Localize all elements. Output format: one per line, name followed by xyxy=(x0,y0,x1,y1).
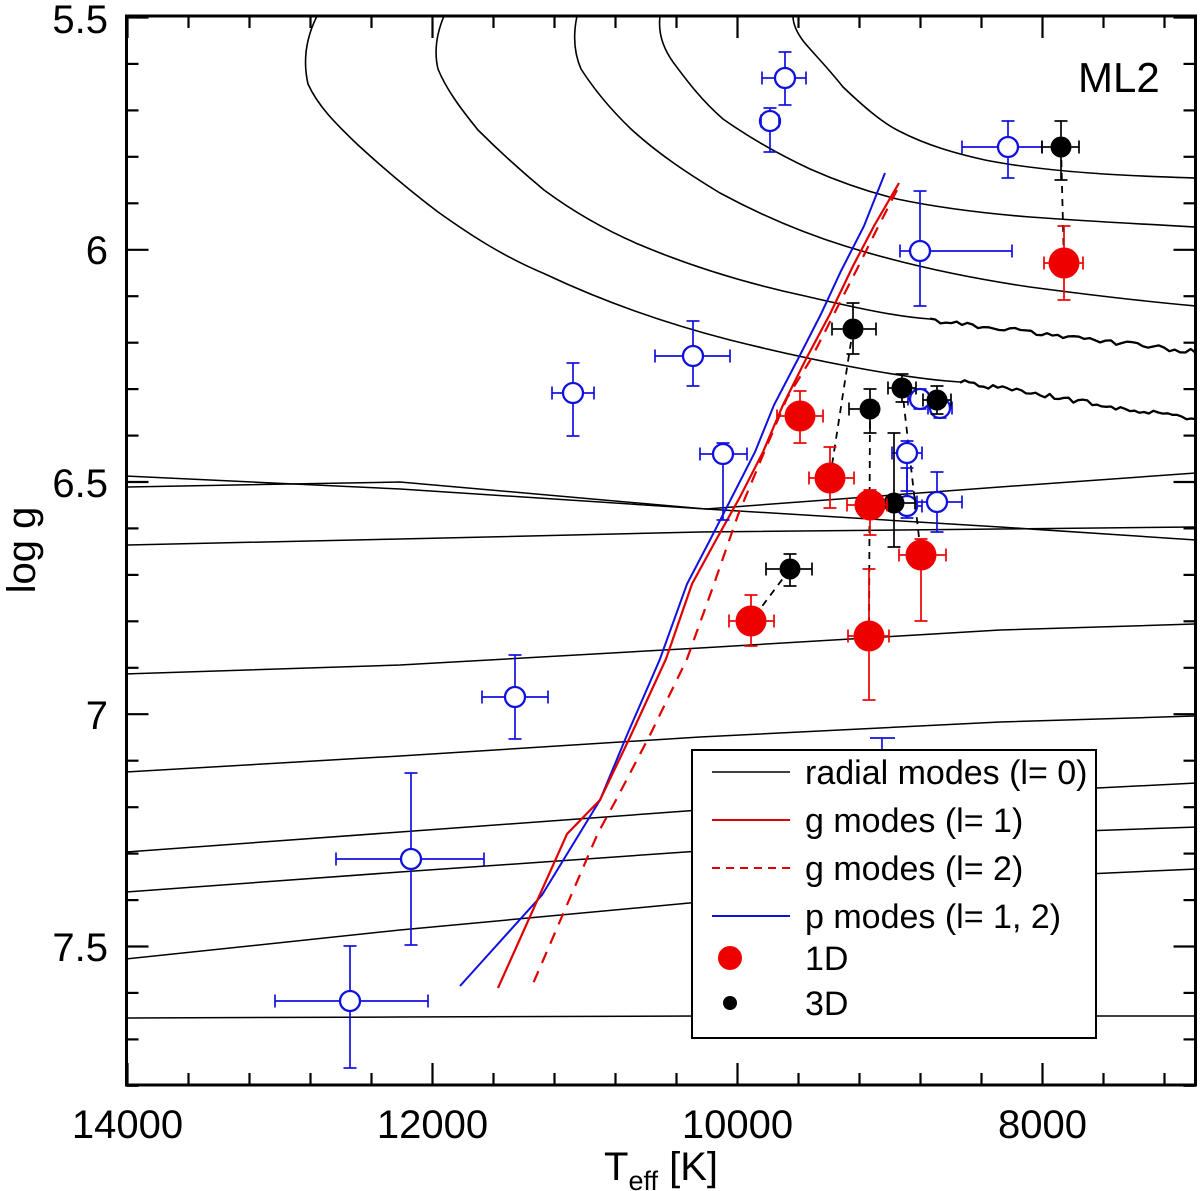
svg-text:3D: 3D xyxy=(805,985,848,1023)
svg-text:6: 6 xyxy=(86,229,108,273)
svg-text:7.5: 7.5 xyxy=(52,926,108,970)
svg-text:p modes (l= 1, 2): p modes (l= 1, 2) xyxy=(805,898,1061,936)
svg-text:radial modes (l= 0): radial modes (l= 0) xyxy=(805,754,1088,792)
svg-text:Teff [K]: Teff [K] xyxy=(604,1145,718,1191)
svg-text:log g: log g xyxy=(0,507,44,594)
svg-text:5.5: 5.5 xyxy=(52,0,108,42)
svg-text:7: 7 xyxy=(86,694,108,738)
svg-text:g modes (l= 1): g modes (l= 1) xyxy=(805,802,1023,840)
svg-text:14000: 14000 xyxy=(72,1103,183,1147)
svg-text:8000: 8000 xyxy=(998,1103,1087,1147)
svg-text:12000: 12000 xyxy=(377,1103,488,1147)
svg-text:1D: 1D xyxy=(805,940,848,978)
svg-text:g modes (l= 2): g modes (l= 2) xyxy=(805,850,1023,888)
svg-text:10000: 10000 xyxy=(682,1103,793,1147)
svg-text:6.5: 6.5 xyxy=(52,462,108,506)
svg-text:ML2: ML2 xyxy=(1078,54,1160,101)
